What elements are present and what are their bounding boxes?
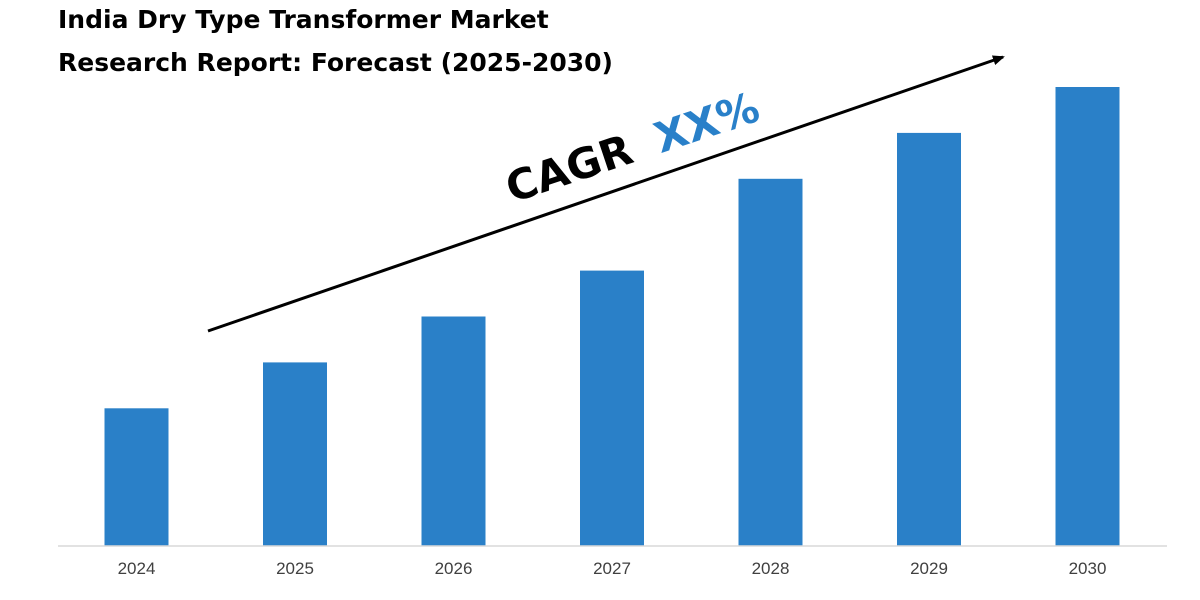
x-tick-label-2026: 2026 [435,559,473,578]
bar-2028 [738,178,803,547]
x-tick-labels: 2024 2025 2026 2027 2028 2029 2030 [118,559,1107,578]
x-tick-label-2029: 2029 [910,559,948,578]
x-tick-label-2024: 2024 [118,559,156,578]
bar-2027 [580,270,644,546]
x-tick-label-2030: 2030 [1069,559,1107,578]
chart-title-line-1: India Dry Type Transformer Market [58,5,549,34]
bar-2029 [897,132,961,546]
chart-title-line-2: Research Report: Forecast (2025-2030) [58,48,613,77]
x-tick-label-2028: 2028 [752,559,790,578]
bars-group [104,87,1120,547]
cagr-annotation: CAGR XX% [500,82,766,212]
cagr-label: CAGR [500,125,639,213]
x-tick-label-2025: 2025 [276,559,314,578]
bar-2030 [1055,87,1120,546]
x-tick-label-2027: 2027 [593,559,631,578]
bar-2025 [263,362,327,546]
cagr-value: XX% [648,82,765,162]
bar-2024 [104,408,169,546]
bar-2026 [421,316,486,546]
trend-arrow [207,55,1005,333]
